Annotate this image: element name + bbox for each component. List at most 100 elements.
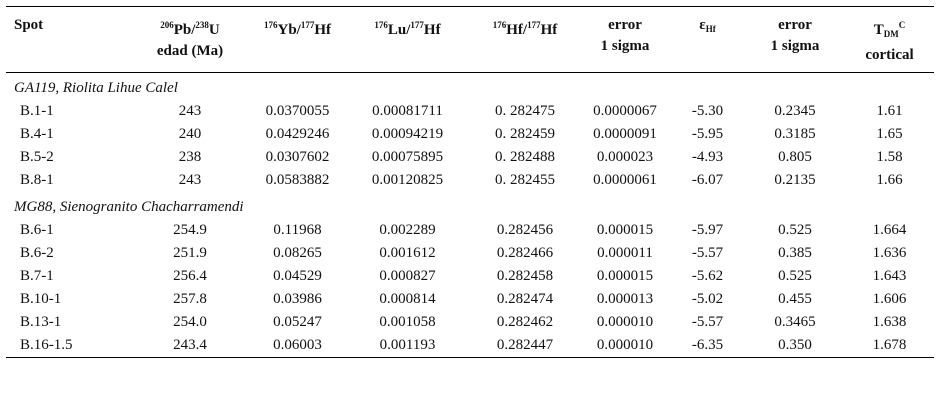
value-cell: 238	[178, 149, 202, 165]
data-row: B.8-1 243 0.0583882 0.00120825 0. 282455 0.00…	[6, 169, 934, 192]
value-cell: 0.11968	[273, 222, 322, 238]
value-cell: 0.08265	[273, 245, 322, 261]
spot-cell: B.7-1	[20, 268, 54, 284]
value-cell: 0.525	[778, 222, 812, 238]
header-cell: εHf	[670, 7, 745, 73]
header-text: Hf	[423, 22, 441, 38]
value-cell: 0.001612	[379, 245, 436, 261]
value-cell: 251.9	[173, 245, 207, 261]
superscript: 177	[527, 20, 541, 30]
spot-cell: B.16-1.5	[20, 337, 73, 353]
value-cell: 0.05247	[273, 314, 322, 330]
value-cell: 0. 282459	[495, 126, 555, 142]
data-row: B.6-2 251.9 0.08265 0.001612 0.282466 0.00001…	[6, 242, 934, 265]
value-cell: 0.00120825	[371, 172, 444, 188]
header-text: 1 sigma	[770, 38, 820, 54]
data-row: B.1-1 243 0.0370055 0.00081711 0. 282475 0.00…	[6, 100, 934, 123]
header-cell: error 1 sigma	[745, 7, 845, 73]
data-row: B.6-1 254.9 0.11968 0.002289 0.282456 0.00001…	[6, 219, 934, 242]
value-cell: 243	[178, 172, 202, 188]
superscript: 206	[160, 20, 174, 30]
value-cell: 0.00081711	[372, 103, 443, 119]
spot-cell: B.10-1	[20, 291, 62, 307]
value-cell: 1.664	[872, 222, 907, 238]
data-row: B.7-1 256.4 0.04529 0.000827 0.282458 0.00001…	[6, 265, 934, 288]
superscript: 177	[300, 20, 315, 30]
superscript: 176	[374, 20, 388, 30]
table-group: MG88, Sienogranito Chacharramendi B.6-1 25…	[6, 192, 934, 358]
table-group: GA119, Riolita Lihue Calel B.1-1 243 0.0370…	[6, 73, 934, 193]
group-label: MG88, Sienogranito Chacharramendi	[14, 199, 244, 215]
value-cell: 0.805	[778, 149, 812, 165]
value-cell: 1.678	[872, 337, 907, 353]
value-cell: 0.2345	[774, 103, 816, 119]
value-cell: 0.000015	[596, 222, 654, 238]
value-cell: 0.00094219	[371, 126, 444, 142]
value-cell: 256.4	[173, 268, 207, 284]
value-cell: 0.350	[778, 337, 812, 353]
header-text: Hf	[540, 22, 558, 38]
value-cell: 240	[178, 126, 202, 142]
value-cell: -5.95	[691, 126, 724, 142]
spot-cell: B.1-1	[20, 103, 54, 119]
value-cell: 0.282474	[496, 291, 554, 307]
header-cell: error 1 sigma	[580, 7, 670, 73]
header-row: Spot 206Pb/238U edad (Ma) 176Yb/177Hf 176…	[6, 6, 934, 73]
value-cell: 1.643	[872, 268, 907, 284]
value-cell: 0.282447	[496, 337, 554, 353]
header-text: Lu/	[387, 22, 411, 38]
value-cell: 0.0000067	[593, 103, 657, 119]
value-cell: 0.04529	[273, 268, 322, 284]
value-cell: 0. 282475	[495, 103, 555, 119]
value-cell: -5.57	[691, 245, 724, 261]
value-cell: -5.97	[691, 222, 724, 238]
value-cell: 254.0	[173, 314, 207, 330]
value-cell: 1.636	[872, 245, 907, 261]
value-cell: 0.002289	[379, 222, 436, 238]
value-cell: -6.35	[691, 337, 724, 353]
value-cell: -5.57	[691, 314, 724, 330]
value-cell: 0.3185	[774, 126, 816, 142]
data-table: Spot 206Pb/238U edad (Ma) 176Yb/177Hf 176…	[6, 6, 934, 358]
header-cell: 176Lu/177Hf	[345, 7, 470, 73]
header-text: cortical	[865, 47, 914, 63]
data-row: B.16-1.5 243.4 0.06003 0.001193 0.282447 0.00…	[6, 334, 934, 358]
value-cell: 0.06003	[273, 337, 322, 353]
header-text: error	[608, 17, 642, 33]
superscript: C	[898, 20, 906, 30]
header-text: U	[208, 22, 220, 38]
header-text: 1 sigma	[600, 38, 650, 54]
header-text: ε	[699, 17, 706, 33]
value-cell: 0.001058	[379, 314, 436, 330]
value-cell: 0.000011	[597, 245, 653, 261]
header-cell: 176Hf/177Hf	[470, 7, 580, 73]
value-cell: -5.30	[691, 103, 724, 119]
value-cell: 257.8	[173, 291, 207, 307]
value-cell: 0.0429246	[265, 126, 330, 142]
table-header: Spot 206Pb/238U edad (Ma) 176Yb/177Hf 176…	[6, 6, 934, 73]
value-cell: 0.282456	[496, 222, 554, 238]
superscript: 176	[492, 20, 507, 30]
header-text: Pb/	[173, 22, 196, 38]
spot-cell: B.6-1	[20, 222, 54, 238]
value-cell: -6.07	[691, 172, 724, 188]
value-cell: 0.000814	[379, 291, 436, 307]
spot-cell: B.13-1	[20, 314, 62, 330]
header-cell: 176Yb/177Hf	[250, 7, 345, 73]
value-cell: 1.638	[872, 314, 907, 330]
value-cell: 0.2135	[774, 172, 816, 188]
value-cell: 0.000023	[596, 149, 654, 165]
value-cell: 243.4	[173, 337, 207, 353]
group-label: GA119, Riolita Lihue Calel	[14, 80, 178, 96]
value-cell: 0.0000061	[593, 172, 657, 188]
value-cell: 0.0000091	[593, 126, 657, 142]
superscript: 238	[195, 20, 209, 30]
value-cell: 254.9	[173, 222, 207, 238]
value-cell: 0.525	[778, 268, 812, 284]
spot-cell: B.8-1	[20, 172, 54, 188]
header-text: Hf	[314, 22, 331, 38]
value-cell: 0.00075895	[371, 149, 444, 165]
value-cell: 0.282458	[496, 268, 554, 284]
header-text: Spot	[14, 17, 44, 33]
